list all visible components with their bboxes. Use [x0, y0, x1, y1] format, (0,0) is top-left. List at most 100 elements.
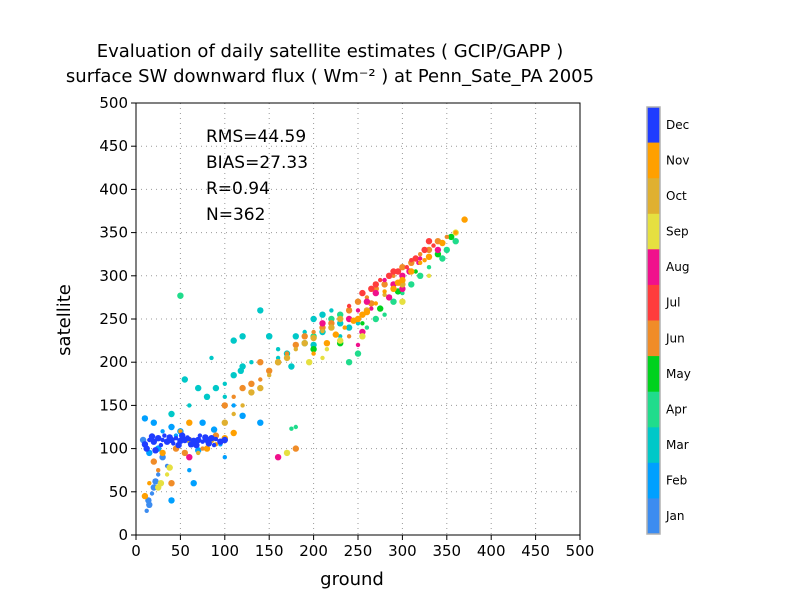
data-point: [320, 355, 325, 361]
data-point: [257, 384, 264, 392]
data-point: [156, 472, 161, 477]
data-point: [292, 341, 299, 349]
data-point: [203, 445, 211, 452]
data-point: [378, 277, 383, 283]
y-tick-label: 500: [99, 94, 128, 112]
data-point: [377, 305, 384, 312]
legend-swatch: [647, 320, 660, 357]
legend-label: Jan: [665, 509, 685, 523]
x-tick-label: 500: [566, 542, 595, 560]
data-point: [345, 307, 353, 314]
legend-frame: [646, 106, 661, 535]
data-point: [283, 354, 291, 362]
data-point: [373, 301, 378, 306]
x-tick-label: 350: [432, 542, 461, 560]
data-point: [186, 454, 193, 461]
x-tick-label: 250: [344, 542, 373, 560]
data-point: [382, 292, 387, 297]
data-point: [302, 329, 307, 335]
data-point: [311, 351, 316, 356]
data-point: [399, 285, 406, 292]
y-axis-label: satellite: [54, 284, 75, 356]
legend-swatch: [647, 498, 660, 535]
data-point: [197, 433, 203, 438]
data-point: [431, 243, 436, 248]
data-point: [266, 333, 273, 340]
data-point: [399, 264, 406, 271]
data-point: [409, 258, 414, 263]
data-point: [394, 279, 402, 286]
data-point: [239, 333, 246, 340]
data-point: [400, 290, 405, 296]
legend-label: Nov: [666, 153, 689, 167]
x-tick-label: 0: [131, 542, 141, 560]
data-point: [425, 253, 433, 260]
data-point: [267, 373, 272, 378]
data-point: [345, 324, 353, 331]
data-point: [205, 440, 212, 447]
data-point: [274, 359, 282, 366]
data-point: [150, 438, 157, 445]
data-point: [292, 445, 299, 452]
data-point: [329, 308, 334, 313]
data-point: [390, 298, 397, 305]
legend-swatch: [647, 142, 660, 179]
data-point: [306, 359, 313, 366]
data-point: [159, 449, 166, 457]
data-point: [369, 306, 374, 311]
legend-swatch: [647, 249, 660, 286]
data-point: [345, 359, 353, 366]
data-point: [195, 384, 202, 392]
data-point: [195, 436, 202, 444]
data-point: [166, 464, 173, 471]
data-point: [368, 285, 375, 292]
data-point: [289, 426, 294, 431]
data-point: [394, 268, 402, 275]
data-point: [150, 458, 157, 465]
x-tick-label: 200: [299, 542, 328, 560]
data-point: [355, 308, 361, 313]
data-point: [320, 328, 325, 334]
stat-line: R=0.94: [206, 179, 270, 199]
data-point: [231, 394, 236, 399]
data-point: [292, 333, 299, 340]
data-point: [173, 436, 179, 441]
x-tick-label: 100: [210, 542, 239, 560]
data-point: [324, 347, 330, 352]
data-point: [179, 432, 186, 439]
data-point: [152, 478, 159, 485]
data-point: [346, 334, 352, 339]
data-point: [231, 403, 236, 408]
data-point: [181, 376, 188, 383]
data-point: [162, 433, 167, 438]
data-point: [418, 252, 423, 257]
data-point: [323, 340, 331, 347]
data-point: [355, 321, 361, 326]
data-point: [408, 268, 415, 275]
data-point: [143, 445, 150, 452]
data-point: [221, 419, 228, 426]
data-point: [346, 303, 352, 309]
data-point: [258, 377, 263, 382]
data-point: [221, 402, 228, 409]
data-point: [158, 442, 164, 448]
data-point: [157, 480, 165, 487]
data-point: [359, 333, 366, 340]
data-point: [156, 468, 161, 473]
data-point: [310, 346, 317, 353]
data-point: [439, 255, 446, 262]
data-point: [221, 436, 228, 444]
data-point: [399, 298, 406, 305]
y-tick-label: 150: [99, 396, 128, 414]
data-point: [310, 315, 317, 323]
y-tick-label: 300: [99, 267, 128, 285]
data-point: [212, 384, 220, 392]
data-point: [355, 342, 361, 348]
data-point: [144, 508, 149, 513]
data-point: [364, 325, 370, 330]
data-point: [257, 307, 264, 314]
data-point: [239, 412, 246, 419]
data-point: [202, 434, 209, 441]
data-point: [187, 468, 192, 473]
data-point: [288, 363, 295, 370]
